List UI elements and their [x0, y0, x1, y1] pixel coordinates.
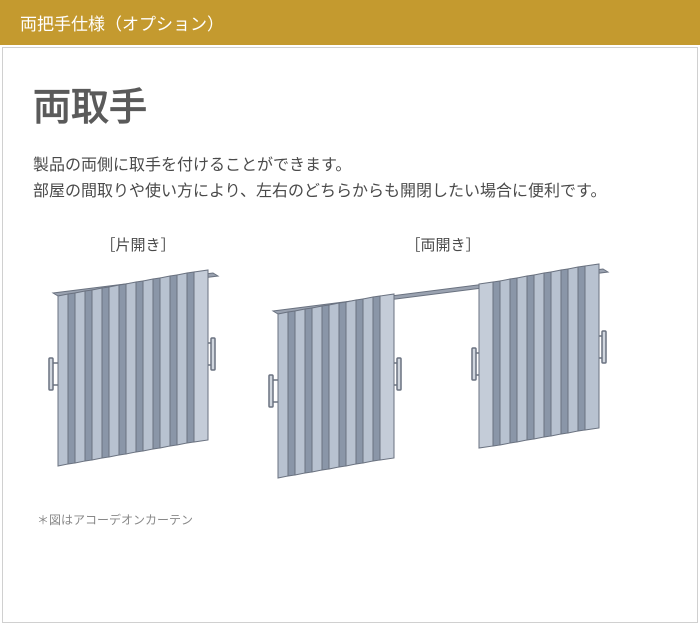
header-title: 両把手仕様（オプション） [20, 15, 224, 34]
content-inner: 両取手 製品の両側に取手を付けることができます。 部屋の間取りや使い方により、左… [3, 48, 697, 548]
main-title: 両取手 [33, 76, 667, 131]
description: 製品の両側に取手を付けることができます。 部屋の間取りや使い方により、左右のどち… [33, 153, 667, 204]
diagram-single: ［片開き］ [43, 234, 233, 483]
content-panel: 両取手 製品の両側に取手を付けることができます。 部屋の間取りや使い方により、左… [2, 47, 698, 623]
accordion-double-icon [263, 263, 623, 483]
diagram-single-label: ［片開き］ [100, 234, 175, 255]
description-line-2: 部屋の間取りや使い方により、左右のどちらからも開閉したい場合に便利です。 [33, 179, 667, 205]
description-line-1: 製品の両側に取手を付けることができます。 [33, 153, 667, 179]
diagram-row: ［片開き］ [43, 234, 667, 483]
diagram-double-label: ［両開き］ [405, 234, 480, 255]
header-bar: 両把手仕様（オプション） [0, 0, 700, 45]
footnote: ＊図はアコーデオンカーテン [37, 511, 667, 528]
accordion-single-icon [43, 263, 233, 483]
diagram-double: ［両開き］ [263, 234, 623, 483]
